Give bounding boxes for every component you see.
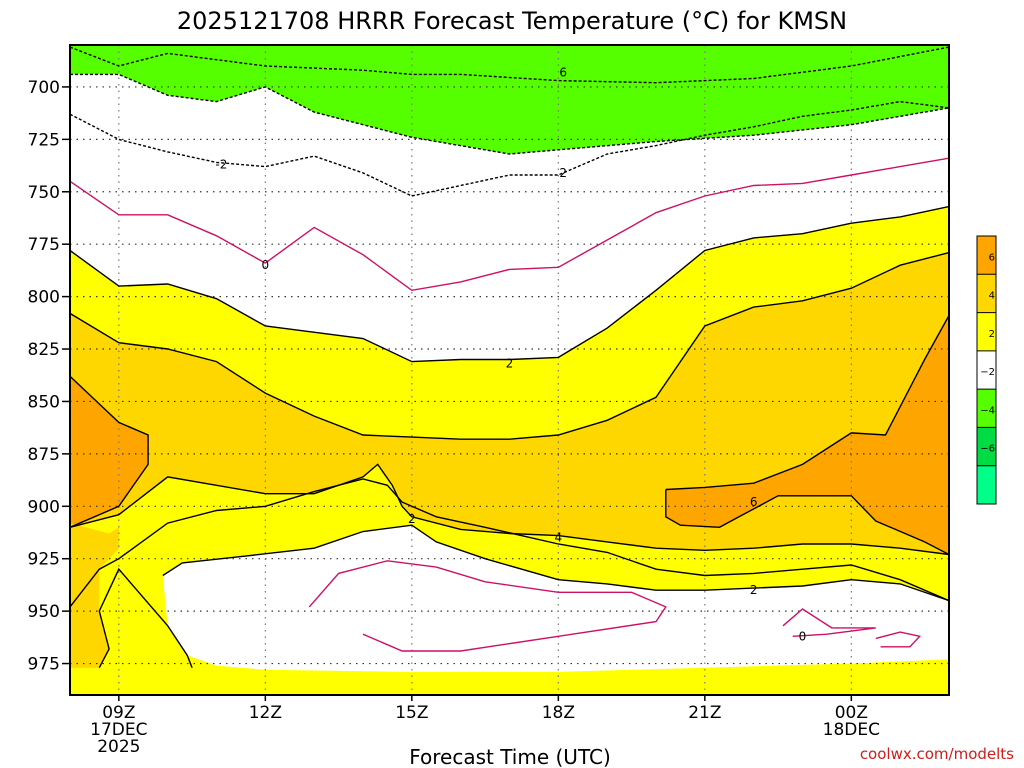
contour-line [70, 205, 949, 363]
contour-line [70, 478, 949, 608]
colorbar-tick-label: −6 [980, 444, 995, 455]
colorbar-swatch [977, 274, 996, 313]
x-tick-label: 18DEC [823, 720, 880, 740]
x-tick-label: 12Z [249, 703, 282, 723]
y-tick-label: 800 [28, 288, 60, 308]
fill-region-yellow-lens-lower-left [99, 569, 193, 668]
contour-line [70, 463, 949, 556]
contour-labels: 6 -2 2 0 2 4 6 2 2 0 [215, 65, 806, 643]
gridlines [70, 45, 949, 695]
contour-label: -2 [215, 158, 227, 172]
colorbar-tick-label: 4 [989, 291, 995, 302]
colorbar-swatch [977, 312, 996, 351]
y-tick-label: 700 [28, 78, 60, 98]
colorbar: 6 4 2 −2 −4 −6 [976, 235, 997, 505]
y-tick-label: 775 [28, 235, 60, 255]
contour-line [70, 375, 149, 528]
contour-line [70, 73, 949, 155]
colorbar-swatch [977, 389, 996, 428]
contour-label: 2 [506, 357, 514, 371]
x-axis-label: Forecast Time (UTC) [409, 745, 611, 768]
y-tick-label: 900 [28, 497, 60, 517]
contour-label: 2 [408, 512, 416, 526]
contour-line [70, 251, 949, 440]
chart-title: 2025121708 HRRR Forecast Temperature (°C… [177, 7, 847, 35]
colorbar-swatch [977, 236, 996, 275]
colorbar-tick-label: 6 [989, 252, 995, 263]
y-tick-label: 825 [28, 340, 60, 360]
y-tick-label: 750 [28, 183, 60, 203]
contour-line [70, 100, 949, 197]
x-tick-label: 09Z [102, 703, 135, 723]
contour-line [665, 315, 949, 491]
x-tick-label: 17DEC [90, 720, 147, 740]
x-tick-label: 2025 [97, 737, 140, 757]
x-tick-label: 00Z [835, 703, 868, 723]
colorbar-tick-label: 2 [989, 329, 995, 340]
y-axis: 700 725 750 775 800 825 850 875 900 925 950 975 [28, 78, 70, 675]
contour-line [162, 524, 949, 602]
contour-line [308, 560, 667, 652]
contour-label: 2 [559, 166, 567, 180]
y-tick-label: 725 [28, 130, 60, 150]
fill-region-cold-lt-2 [70, 45, 949, 154]
colorbar-tick-label: −2 [980, 367, 995, 378]
contour-label: 4 [555, 531, 563, 545]
x-tick-label: 21Z [688, 703, 721, 723]
contour-line [70, 46, 949, 84]
colorbar-tick-label: −4 [980, 405, 995, 416]
fill-region-warm-gt-6-left [70, 376, 149, 528]
contour-line [70, 157, 949, 292]
plot-frame [69, 44, 950, 696]
y-tick-label: 950 [28, 602, 60, 622]
colorbar-swatch [977, 350, 996, 390]
colorbar-frame [976, 235, 997, 505]
y-tick-label: 925 [28, 550, 60, 570]
x-tick-label: 15Z [395, 703, 428, 723]
fill-region-green-gt-4-lower [70, 523, 119, 668]
fill-region-warm-gt-6-right [665, 315, 949, 555]
plot-area: 6 -2 2 0 2 4 6 2 2 0 [69, 44, 950, 696]
contour-label: 0 [799, 629, 807, 643]
y-tick-label: 850 [28, 392, 60, 412]
contour-label: 6 [559, 65, 567, 79]
contour-line [782, 608, 876, 637]
contour-label: 0 [262, 258, 270, 272]
contour-line [665, 489, 949, 556]
credit-text: coolwx.com/modelts [860, 745, 1014, 763]
contour-label: 6 [750, 495, 758, 509]
fill-region-white-lower-main [162, 525, 949, 672]
y-tick-label: 875 [28, 445, 60, 465]
fill-region-warm-gt-4 [70, 252, 949, 555]
y-tick-label: 975 [28, 655, 60, 675]
contour-label: 2 [750, 583, 758, 597]
contour-line [98, 567, 193, 669]
colorbar-swatch [977, 427, 996, 466]
colorbar-swatch [977, 465, 996, 504]
contour-lines [70, 46, 949, 669]
x-tick-label: 18Z [542, 703, 575, 723]
contour-line [875, 631, 922, 648]
